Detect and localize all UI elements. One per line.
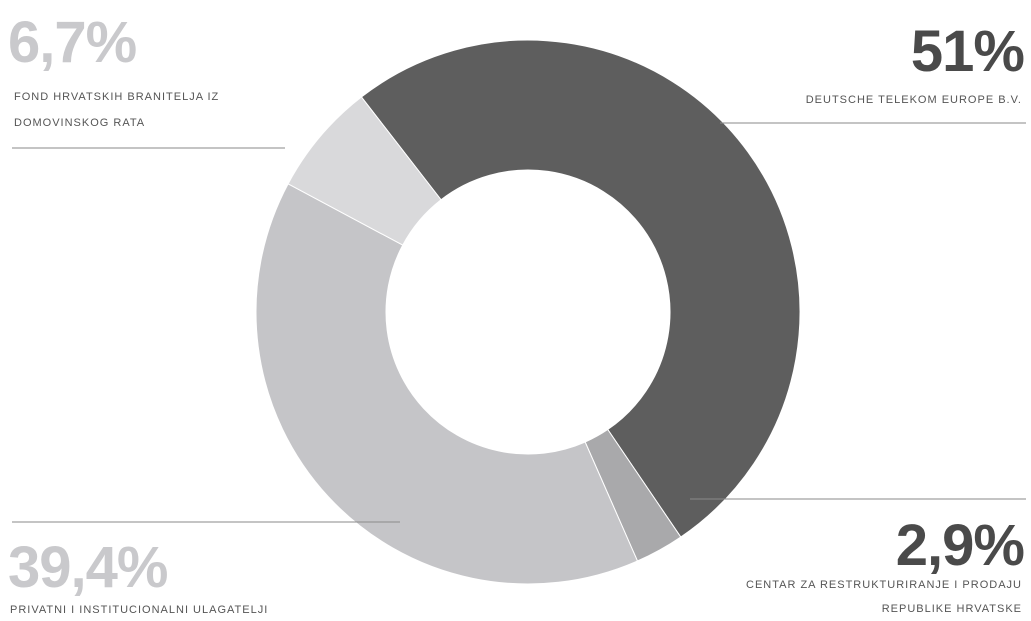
category-label-private-investors: PRIVATNI I INSTITUCIONALNI ULAGATELJI bbox=[10, 604, 268, 616]
leader-lines bbox=[12, 122, 1026, 523]
donut-slice-veterans-fund bbox=[287, 96, 442, 246]
value-label-deutsche-telekom: 51% bbox=[911, 19, 1025, 84]
category-label-cerp-line-2: REPUBLIKE HRVATSKE bbox=[882, 603, 1022, 615]
category-label-veterans-fund-line-2: DOMOVINSKOG RATA bbox=[14, 117, 145, 129]
value-label-private-investors: 39,4% bbox=[8, 535, 168, 600]
value-label-cerp: 2,9% bbox=[896, 513, 1025, 578]
value-label-veterans-fund: 6,7% bbox=[8, 10, 137, 75]
category-label-deutsche-telekom: DEUTSCHE TELEKOM EUROPE B.V. bbox=[806, 94, 1022, 106]
donut-slice-deutsche-telekom bbox=[360, 39, 801, 538]
donut-slice-private-investors bbox=[255, 183, 639, 585]
slice-labels: 51% DEUTSCHE TELEKOM EUROPE B.V. 2,9% CE… bbox=[8, 10, 1025, 616]
category-label-veterans-fund-line-1: FOND HRVATSKIH BRANITELJA IZ bbox=[14, 91, 219, 103]
category-label-cerp-line-1: CENTAR ZA RESTRUKTURIRANJE I PRODAJU bbox=[746, 579, 1022, 591]
donut-slices bbox=[255, 39, 801, 585]
